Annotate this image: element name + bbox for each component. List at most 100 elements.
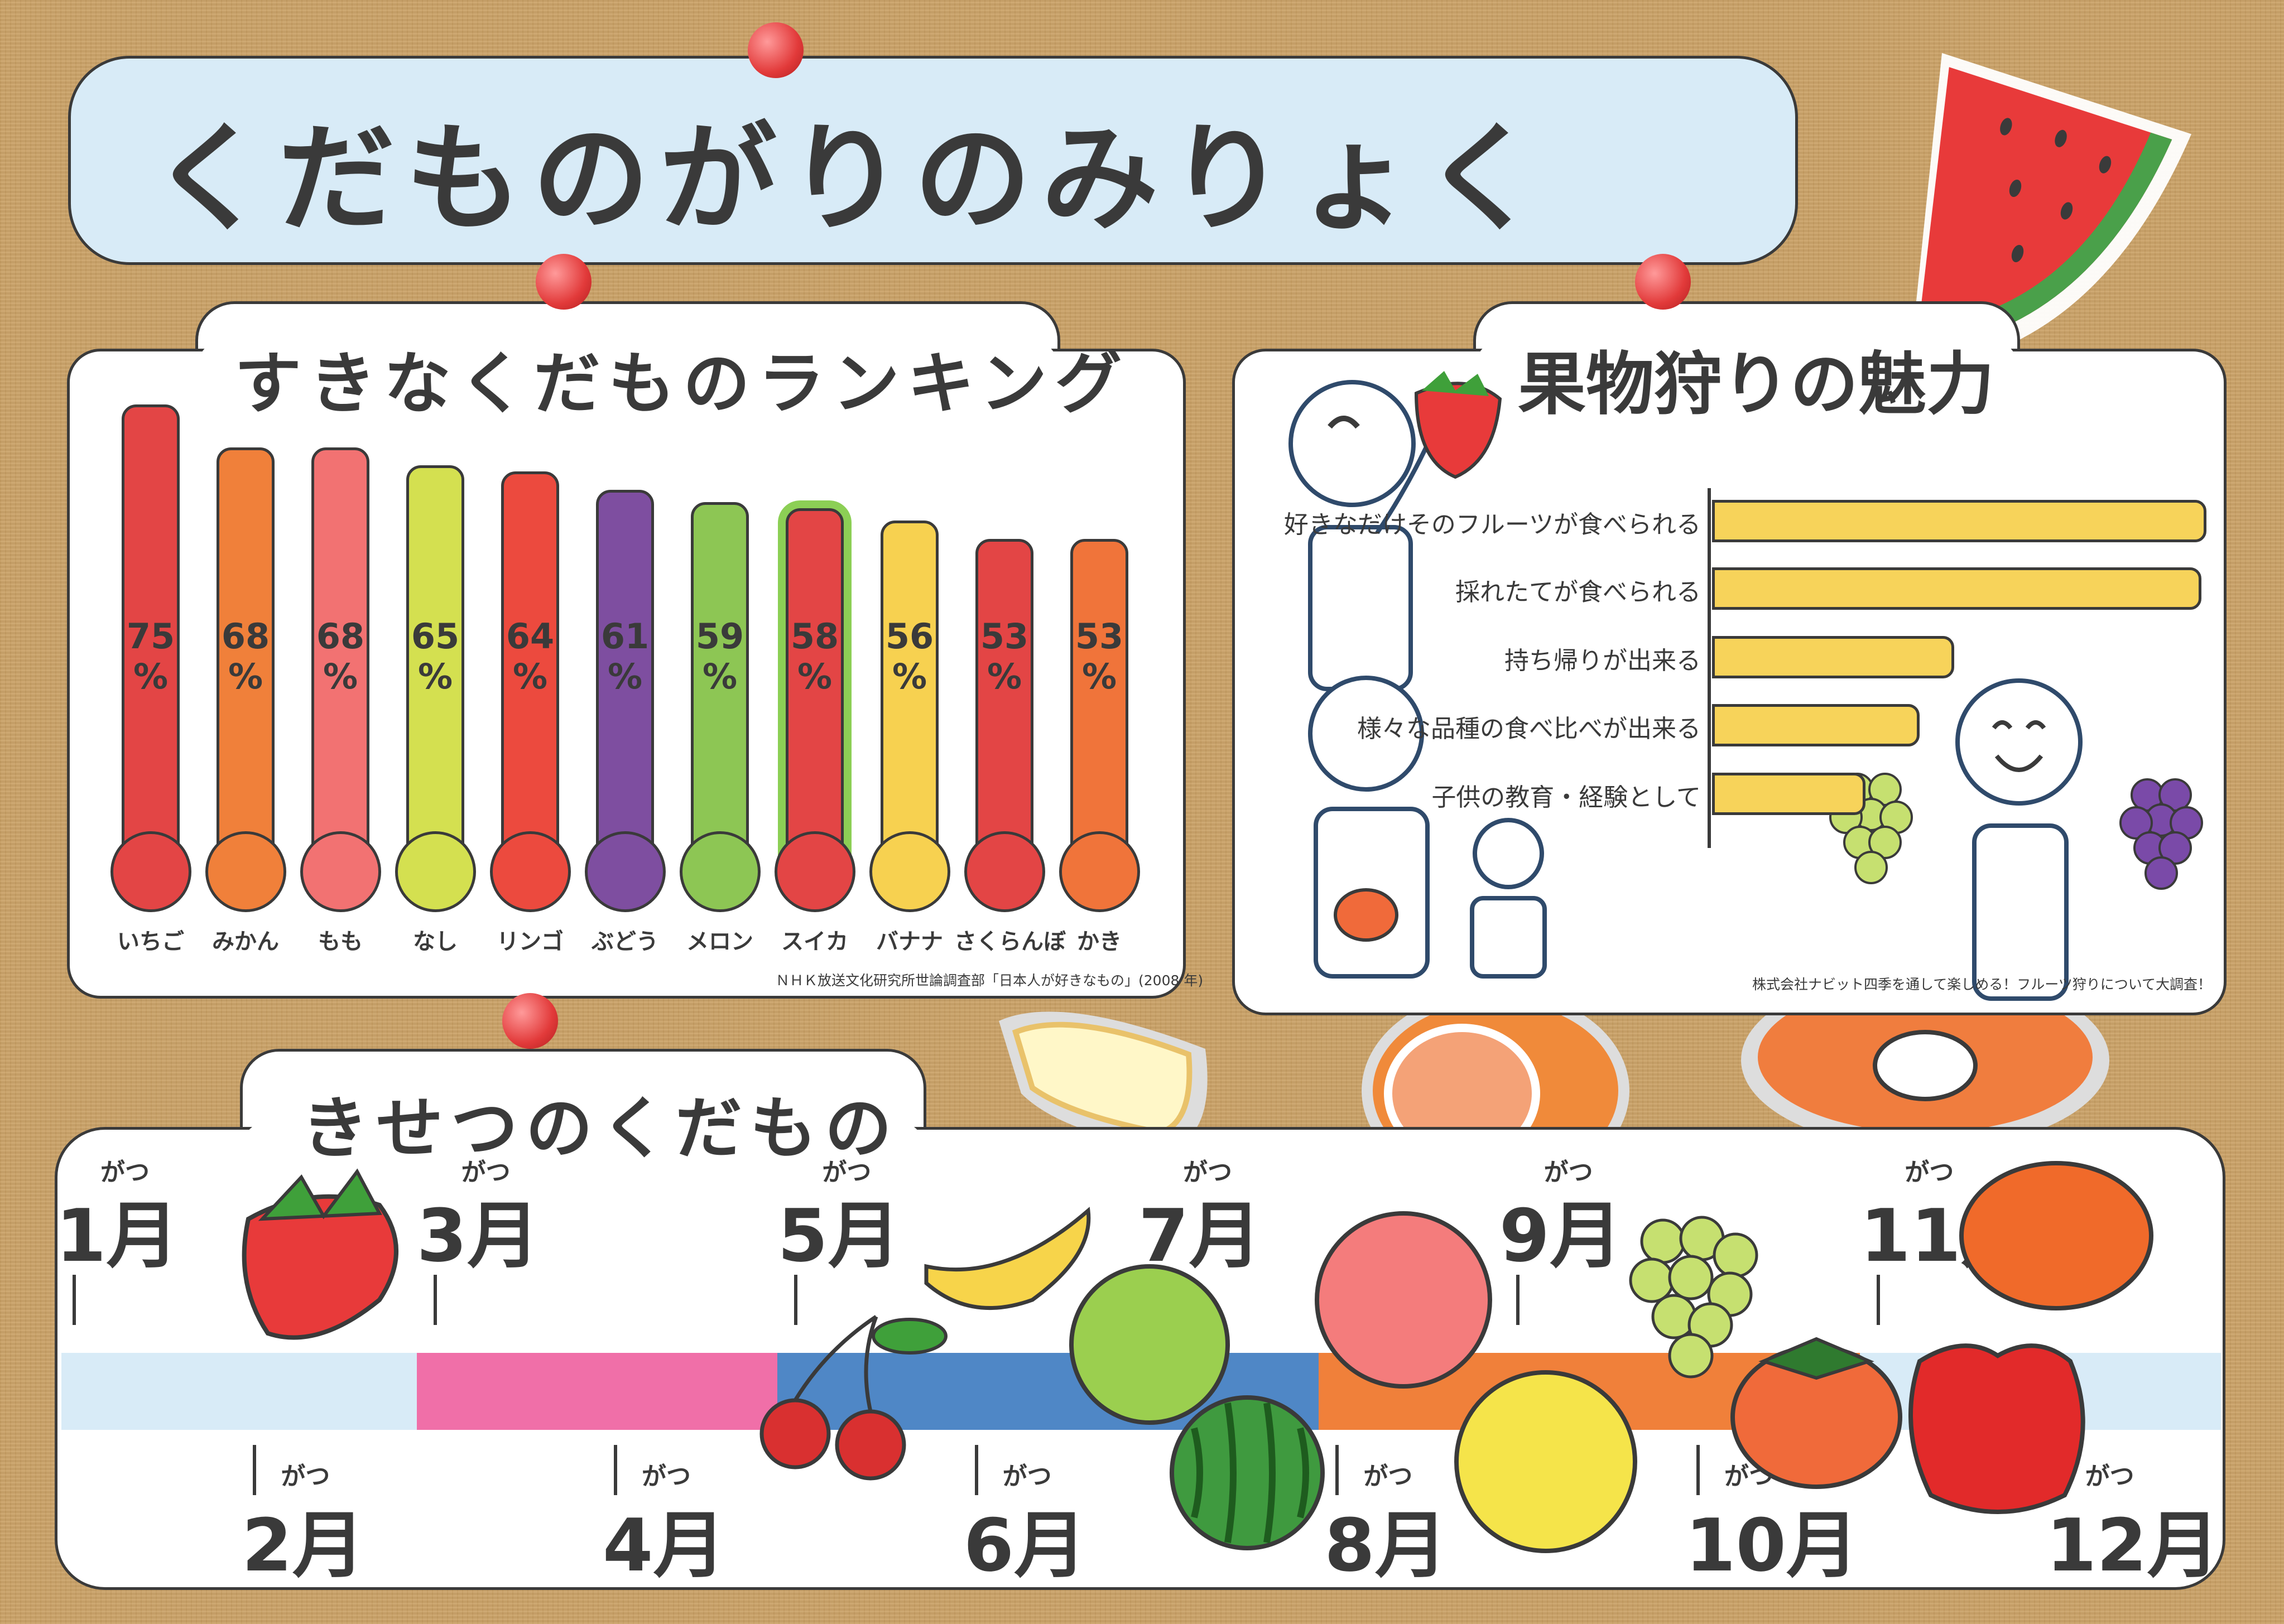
melon-icon	[680, 831, 761, 912]
month-tick	[974, 1445, 978, 1495]
season-band	[416, 1353, 778, 1430]
pear-slice-icon	[999, 1011, 1208, 1149]
grape-icon	[1629, 1216, 1758, 1379]
ranking-bar	[1070, 538, 1128, 862]
ranking-fruit-name: なし	[413, 929, 458, 955]
pushpin-icon	[1635, 254, 1691, 310]
month-label: 1月	[56, 1193, 179, 1278]
month-furigana: がつ	[461, 1158, 511, 1187]
strawberry-icon	[1414, 371, 1502, 479]
ranking-bar	[975, 538, 1033, 862]
ranking-percent-label: 75%	[120, 616, 181, 697]
ranking-percent-unit: %	[702, 656, 738, 697]
appeal-bar	[1712, 567, 2202, 610]
ranking-percent-value: 61	[600, 616, 650, 657]
month-furigana: がつ	[1183, 1158, 1232, 1187]
ranking-percent-label: 53%	[974, 616, 1035, 697]
ranking-percent-unit: %	[797, 656, 833, 697]
appeal-bar	[1712, 636, 1955, 678]
ranking-bar	[122, 404, 180, 862]
ranking-fruit-name: ぶどう	[592, 929, 658, 955]
ranking-fruit-name: バナナ	[876, 929, 943, 955]
ranking-fruit-name: メロン	[686, 929, 753, 955]
month-furigana: がつ	[281, 1462, 330, 1491]
ranking-percent-value: 53	[1075, 616, 1124, 657]
ranking-percent-unit: %	[1081, 656, 1117, 697]
season-tab	[240, 1049, 926, 1133]
ranking-title: すきなくだものランキング	[234, 345, 1130, 423]
ranking-percent-value: 53	[980, 616, 1029, 657]
ranking-bar	[786, 508, 844, 862]
ranking-fruit-name: みかん	[212, 929, 279, 955]
month-label: 6月	[963, 1503, 1087, 1588]
ranking-percent-value: 56	[885, 616, 934, 657]
month-tick	[1696, 1445, 1700, 1495]
ranking-percent-value: 64	[506, 616, 555, 657]
month-furigana: がつ	[1543, 1158, 1593, 1187]
month-tick	[73, 1275, 76, 1325]
ranking-fruit-name: いちご	[117, 929, 184, 955]
ranking-bar	[691, 502, 749, 862]
month-label: 4月	[603, 1503, 726, 1588]
strawberry-icon	[242, 1168, 398, 1340]
ranking-percent-unit: %	[323, 656, 358, 697]
peach-icon	[1315, 1211, 1492, 1389]
page-title: くだものがりのみりょく	[151, 110, 1551, 247]
month-label: 10月	[1685, 1503, 1859, 1588]
ranking-percent-unit: %	[512, 656, 548, 697]
month-label: 9月	[1499, 1193, 1623, 1278]
ranking-bar	[406, 465, 464, 862]
mandarin-icon	[205, 831, 286, 912]
month-furigana: がつ	[2085, 1462, 2134, 1491]
appeal-title: 果物狩りの魅力	[1518, 345, 1994, 424]
ranking-percent-label: 58%	[784, 616, 845, 697]
watermelon-slice-icon	[1909, 53, 2191, 371]
apple-icon	[490, 831, 571, 912]
month-tick	[1516, 1275, 1520, 1325]
ranking-percent-unit: %	[987, 656, 1022, 697]
ranking-bar	[311, 447, 369, 862]
ranking-percent-unit: %	[892, 656, 927, 697]
month-label: 2月	[242, 1503, 365, 1588]
month-tick	[253, 1445, 257, 1495]
person-eating-icon	[1288, 380, 1435, 691]
month-furigana: がつ	[822, 1158, 872, 1187]
ranking-fruit-name: スイカ	[781, 929, 848, 955]
ranking-bar	[501, 471, 559, 862]
month-furigana: がつ	[1905, 1158, 1954, 1187]
apple-icon	[1908, 1343, 2085, 1514]
cherry-icon	[759, 1315, 948, 1481]
ranking-fruit-name: もも	[318, 929, 363, 955]
month-furigana: がつ	[100, 1158, 150, 1187]
month-tick	[614, 1445, 617, 1495]
ranking-percent-value: 75	[126, 616, 175, 657]
appeal-bar-label: 採れたてが食べられる	[1455, 578, 1701, 606]
ranking-percent-unit: %	[417, 656, 453, 697]
pear-icon	[1454, 1370, 1637, 1553]
ranking-percent-value: 68	[316, 616, 365, 657]
purple-grape-icon	[2119, 778, 2203, 890]
appeal-illustration	[1288, 371, 2203, 1001]
persimmon-icon	[1059, 831, 1140, 912]
pushpin-icon	[502, 993, 558, 1049]
persimmon-icon	[1730, 1337, 1902, 1489]
ranking-percent-label: 65%	[405, 616, 466, 697]
month-tick	[794, 1275, 798, 1325]
appeal-credit: 株式会社ナビット四季を通して楽しめる！フルーツ狩りについて大調査！	[1752, 976, 2212, 992]
pushpin-icon	[748, 22, 804, 78]
ranking-percent-label: 68%	[310, 616, 371, 697]
persimmon-icon	[1334, 888, 1398, 942]
ranking-bar	[217, 447, 275, 862]
season-title: きせつのくだもの	[301, 1090, 900, 1168]
month-label: 12月	[2046, 1503, 2220, 1588]
appeal-bar	[1712, 704, 1920, 746]
peach-icon	[300, 831, 381, 912]
strawberry-icon	[110, 831, 191, 912]
month-furigana: がつ	[1002, 1462, 1052, 1491]
cherry-icon	[964, 831, 1045, 912]
persimmon-slice-icon	[1741, 971, 2109, 1149]
green-grape-icon	[1829, 773, 1913, 884]
grape-icon	[585, 831, 666, 912]
appeal-bar-label: 好きなだけそのフルーツが食べられる	[1283, 510, 1701, 539]
